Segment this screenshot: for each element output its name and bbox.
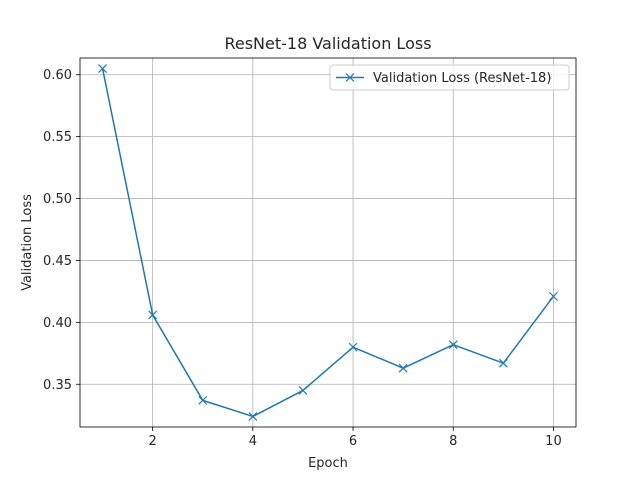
data-point-marker	[248, 412, 258, 421]
chart-title: ResNet-18 Validation Loss	[224, 34, 431, 53]
x-tick-label: 2	[149, 434, 157, 449]
x-tick-label: 8	[449, 434, 457, 449]
x-tick-label: 4	[249, 434, 257, 449]
x-tick-label: 6	[349, 434, 357, 449]
y-tick-label: 0.40	[43, 316, 72, 331]
data-point-marker	[198, 395, 208, 405]
data-point-marker	[448, 340, 458, 350]
axis-ticks: 2 4 6 8 10 0.35 0.40 0.45 0.50 0.55 0.60	[43, 68, 562, 449]
data-point-marker	[148, 310, 158, 320]
data-point-marker	[98, 64, 107, 73]
y-axis-label: Validation Loss	[20, 194, 35, 291]
x-axis-label: Epoch	[308, 456, 348, 471]
x-tick-label: 10	[545, 434, 562, 449]
y-tick-label: 0.55	[43, 130, 72, 145]
data-point-marker	[549, 291, 558, 301]
legend-box	[329, 64, 570, 91]
legend-marker-x	[345, 73, 355, 82]
series-layer	[98, 64, 558, 421]
data-point-marker	[348, 342, 358, 352]
plot-frame	[79, 57, 577, 428]
data-point-marker	[498, 358, 508, 368]
legend: Validation Loss (ResNet-18)	[329, 64, 570, 91]
y-tick-label: 0.35	[43, 378, 72, 393]
legend-label: Validation Loss (ResNet-18)	[373, 71, 551, 86]
y-tick-label: 0.45	[43, 254, 72, 269]
data-point-marker	[398, 363, 408, 373]
y-tick-label: 0.50	[43, 192, 72, 207]
y-tick-label: 0.60	[43, 68, 72, 83]
data-point-marker	[298, 386, 308, 395]
series-line	[101, 68, 555, 418]
